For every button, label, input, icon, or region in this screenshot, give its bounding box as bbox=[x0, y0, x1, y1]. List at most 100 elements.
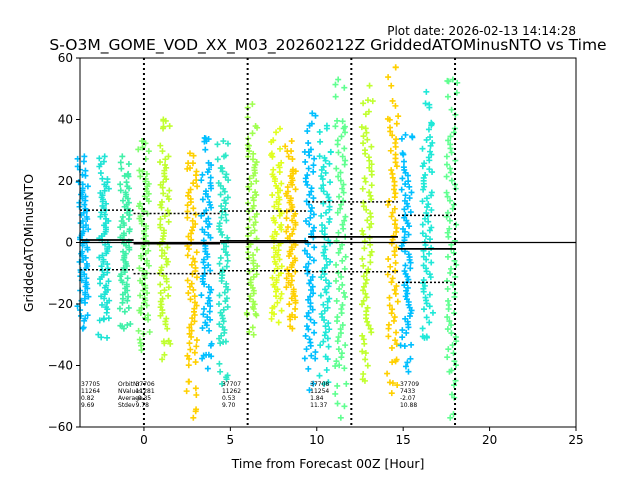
data-point bbox=[423, 195, 430, 202]
data-point bbox=[400, 158, 407, 165]
data-point bbox=[385, 321, 392, 328]
data-point bbox=[276, 256, 283, 263]
data-point bbox=[289, 217, 296, 224]
data-point bbox=[426, 250, 433, 257]
data-point bbox=[406, 195, 413, 202]
data-point bbox=[393, 356, 400, 363]
data-point bbox=[316, 128, 323, 135]
data-point bbox=[224, 234, 231, 241]
data-point bbox=[185, 246, 192, 253]
data-point bbox=[422, 171, 429, 178]
data-point bbox=[307, 214, 314, 221]
data-point bbox=[124, 275, 131, 282]
data-point bbox=[392, 190, 399, 197]
data-point bbox=[164, 325, 171, 332]
data-point bbox=[421, 334, 428, 341]
data-point bbox=[215, 301, 222, 308]
data-point bbox=[97, 189, 104, 196]
data-point bbox=[388, 279, 395, 286]
data-point bbox=[271, 203, 278, 210]
data-point bbox=[305, 326, 312, 333]
data-point bbox=[250, 305, 257, 312]
data-point bbox=[327, 240, 334, 247]
data-point bbox=[403, 329, 410, 336]
data-point bbox=[360, 262, 367, 269]
data-point bbox=[161, 287, 168, 294]
data-point bbox=[222, 211, 229, 218]
data-point bbox=[366, 224, 373, 231]
stats-label: Average bbox=[118, 395, 143, 402]
stats-value: 37706 bbox=[136, 381, 155, 388]
data-point bbox=[324, 335, 331, 342]
data-point bbox=[363, 276, 370, 283]
data-point bbox=[387, 124, 394, 131]
data-point bbox=[291, 255, 298, 262]
data-point bbox=[184, 277, 191, 284]
data-point bbox=[389, 132, 396, 139]
data-point bbox=[448, 330, 455, 337]
data-point bbox=[320, 188, 327, 195]
data-point bbox=[310, 195, 317, 202]
data-point bbox=[251, 227, 258, 234]
data-point bbox=[360, 100, 367, 107]
data-point bbox=[444, 285, 451, 292]
data-point bbox=[359, 255, 366, 262]
data-point bbox=[249, 324, 256, 331]
data-point bbox=[103, 309, 110, 316]
data-point bbox=[368, 248, 375, 255]
data-point bbox=[253, 178, 260, 185]
data-point bbox=[312, 355, 319, 362]
point-column bbox=[301, 110, 319, 394]
data-point bbox=[392, 217, 399, 224]
point-column bbox=[156, 116, 174, 363]
data-point bbox=[301, 247, 308, 254]
data-point bbox=[302, 175, 309, 182]
data-point bbox=[310, 162, 317, 169]
data-point bbox=[323, 261, 330, 268]
data-point bbox=[341, 403, 348, 410]
y-tick-label: −20 bbox=[48, 297, 73, 311]
data-point bbox=[393, 120, 400, 127]
stats-value: 7433 bbox=[400, 388, 415, 395]
data-point bbox=[406, 254, 413, 261]
data-point bbox=[192, 264, 199, 271]
data-point bbox=[321, 154, 328, 161]
data-point bbox=[188, 280, 195, 287]
data-point bbox=[82, 193, 89, 200]
data-point bbox=[189, 217, 196, 224]
data-point bbox=[392, 259, 399, 266]
data-point bbox=[392, 140, 399, 147]
data-point bbox=[393, 341, 400, 348]
data-point bbox=[364, 217, 371, 224]
data-point bbox=[204, 365, 211, 372]
data-point bbox=[428, 224, 435, 231]
data-point bbox=[339, 153, 346, 160]
data-point bbox=[419, 198, 426, 205]
data-point bbox=[120, 240, 127, 247]
data-point bbox=[160, 227, 167, 234]
data-point bbox=[79, 181, 86, 188]
data-point bbox=[142, 282, 149, 289]
x-tick-label: 25 bbox=[568, 433, 583, 447]
data-point bbox=[160, 116, 167, 123]
data-point bbox=[334, 117, 341, 124]
data-point bbox=[190, 224, 197, 231]
data-point bbox=[309, 273, 316, 280]
data-point bbox=[401, 234, 408, 241]
data-point bbox=[193, 302, 200, 309]
data-point bbox=[206, 327, 213, 334]
data-point bbox=[101, 153, 108, 160]
point-column bbox=[332, 76, 350, 421]
data-point bbox=[157, 159, 163, 166]
data-point bbox=[402, 270, 409, 277]
data-point bbox=[325, 320, 332, 327]
data-point bbox=[136, 336, 143, 343]
data-point bbox=[310, 380, 317, 387]
data-point bbox=[448, 322, 455, 329]
data-point bbox=[271, 311, 278, 318]
data-point bbox=[334, 338, 341, 345]
data-point bbox=[404, 284, 411, 291]
data-point bbox=[337, 326, 344, 333]
data-point bbox=[201, 264, 208, 271]
stats-value: 9.70 bbox=[222, 402, 236, 409]
